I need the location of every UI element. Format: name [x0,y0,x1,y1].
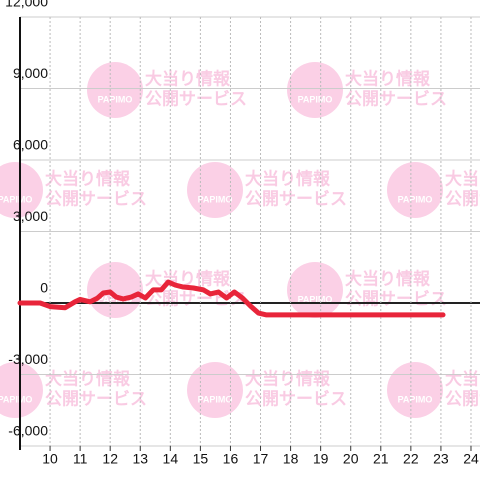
x-tick-label: 11 [73,451,88,467]
watermark-logo-text: PAPIMO [198,194,233,204]
watermark-logo [0,162,43,218]
grid: -6,000 -3,000 0 3,000 6,000 9,000 12,000 10 11 12… [5,0,480,467]
x-tick-label: 13 [132,451,148,467]
watermark-logo [287,62,343,118]
x-tick-label: 19 [313,451,329,467]
watermark-logo [187,362,243,418]
x-tick-label: 16 [223,451,239,467]
watermark-logo [87,262,143,318]
watermark-text: 大当り情報 [45,168,131,188]
watermark-logo-text: PAPIMO [98,94,133,104]
y-tick-label: 6,000 [13,137,48,153]
watermark-logo-text: PAPIMO [198,394,233,404]
watermark-logo-text: PAPIMO [0,394,32,404]
watermark-text: 大当り情報 [445,368,480,388]
y-tick-label: 9,000 [13,65,48,81]
watermark-text: 大当り情報 [345,68,431,88]
x-tick-label: 20 [343,451,359,467]
watermark-text: 大当り情報 [145,68,231,88]
watermark-logo [387,362,443,418]
watermark-logo [87,62,143,118]
watermark-text: 大当り情報 [45,368,131,388]
watermark-text: 公開サービス [45,389,147,408]
x-tick-label: 17 [253,451,269,467]
watermark-logo-text: PAPIMO [398,394,433,404]
watermark-text: 公開サービス [445,189,480,208]
y-tick-label: 0 [40,280,48,296]
watermark-logo-text: PAPIMO [398,194,433,204]
y-tick-label: 3,000 [13,208,48,224]
watermark-text: 大当り情報 [345,268,431,288]
y-tick-label: -6,000 [8,423,48,439]
watermark-text: 公開サービス [245,189,347,208]
x-tick-label: 14 [163,451,179,467]
x-tick-label: 21 [373,451,389,467]
x-tick-label: 10 [42,451,58,467]
watermark-logo [0,362,43,418]
y-tick-label: -3,000 [8,351,48,367]
watermark-logo-text: PAPIMO [98,294,133,304]
watermark-text: 公開サービス [445,389,480,408]
x-tick-label: 12 [102,451,118,467]
y-tick-label: 12,000 [5,0,48,10]
watermark-logo [287,262,343,318]
data-line [17,279,446,318]
watermark-text: 公開サービス [45,189,147,208]
watermark-text: 公開サービス [345,89,447,108]
watermark-text: 公開サービス [345,289,447,308]
x-tick-label: 18 [283,451,299,467]
x-tick-label: 22 [403,451,419,467]
watermark-logo [187,162,243,218]
watermark-logo-text: PAPIMO [298,94,333,104]
watermark-text: 大当り情報 [245,168,331,188]
watermark-logo-text: PAPIMO [0,194,32,204]
watermark-logo [387,162,443,218]
watermark-text: 公開サービス [145,89,247,108]
x-tick-label: 24 [463,451,479,467]
watermark-text: 公開サービス [245,389,347,408]
x-tick-label: 15 [193,451,209,467]
x-tick-label: 23 [433,451,449,467]
watermark-logo-text: PAPIMO [298,294,333,304]
watermark-text: 大当り情報 [245,368,331,388]
plot [17,279,446,318]
watermark-text: 大当り情報 [445,168,480,188]
